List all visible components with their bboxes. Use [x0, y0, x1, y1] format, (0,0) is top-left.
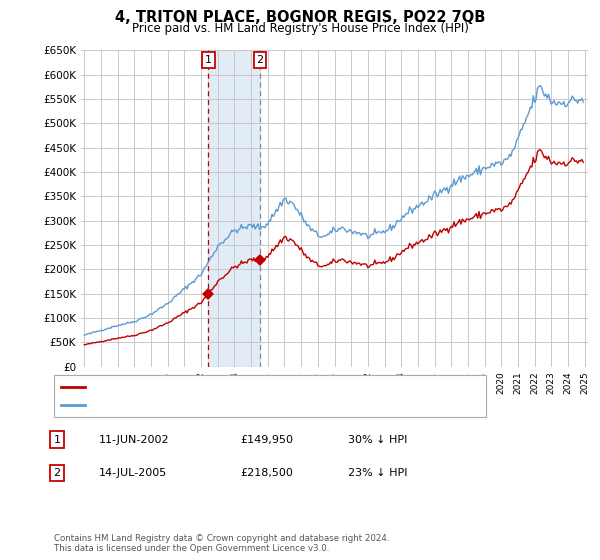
Text: 23% ↓ HPI: 23% ↓ HPI — [348, 468, 407, 478]
Text: £149,950: £149,950 — [240, 435, 293, 445]
Bar — [208, 50, 260, 367]
Text: 4, TRITON PLACE, BOGNOR REGIS, PO22 7QB (detached house): 4, TRITON PLACE, BOGNOR REGIS, PO22 7QB … — [90, 382, 421, 392]
Text: 2: 2 — [53, 468, 61, 478]
Text: 4, TRITON PLACE, BOGNOR REGIS, PO22 7QB: 4, TRITON PLACE, BOGNOR REGIS, PO22 7QB — [115, 10, 485, 25]
Text: Contains HM Land Registry data © Crown copyright and database right 2024.
This d: Contains HM Land Registry data © Crown c… — [54, 534, 389, 553]
Text: 11-JUN-2002: 11-JUN-2002 — [99, 435, 170, 445]
Text: £218,500: £218,500 — [240, 468, 293, 478]
Text: Price paid vs. HM Land Registry's House Price Index (HPI): Price paid vs. HM Land Registry's House … — [131, 22, 469, 35]
Text: 30% ↓ HPI: 30% ↓ HPI — [348, 435, 407, 445]
Text: 2: 2 — [257, 55, 263, 65]
Text: HPI: Average price, detached house, Arun: HPI: Average price, detached house, Arun — [90, 400, 308, 410]
Text: 1: 1 — [205, 55, 212, 65]
Text: 1: 1 — [53, 435, 61, 445]
Text: 14-JUL-2005: 14-JUL-2005 — [99, 468, 167, 478]
